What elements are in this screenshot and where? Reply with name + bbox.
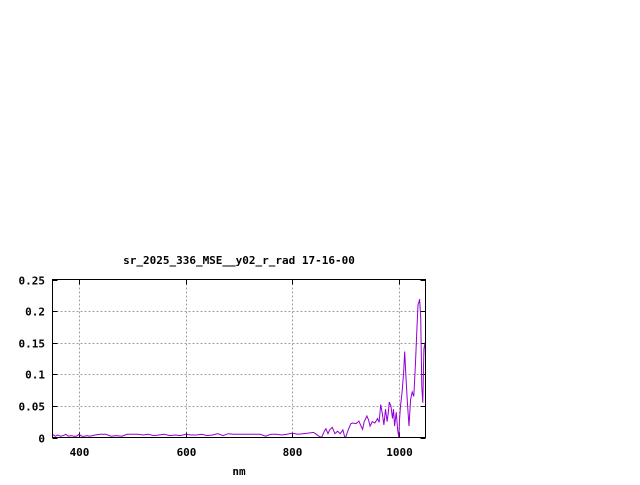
y-tick-label: 0 [38,433,45,446]
y-tick-label: 0.15 [19,338,46,351]
axis-ticks: 400 600 800 1000 0 0.05 0.1 0.15 0.2 0.25 [19,275,426,459]
x-tick-label: 1000 [386,446,413,459]
y-tick-label: 0.05 [19,401,46,414]
x-tick-label: 800 [283,446,303,459]
chart-title: sr_2025_336_MSE__y02_r_rad 17-16-00 [123,254,355,267]
series-group [52,299,426,439]
x-axis-label: nm [232,465,246,478]
x-tick-label: 600 [177,446,197,459]
series-line [52,299,426,439]
plot-border [52,279,426,438]
y-tick-label: 0.1 [25,369,45,382]
y-tick-label: 0.25 [19,275,46,288]
x-tick-label: 400 [70,446,90,459]
grid [52,279,426,438]
y-tick-label: 0.2 [25,306,45,319]
